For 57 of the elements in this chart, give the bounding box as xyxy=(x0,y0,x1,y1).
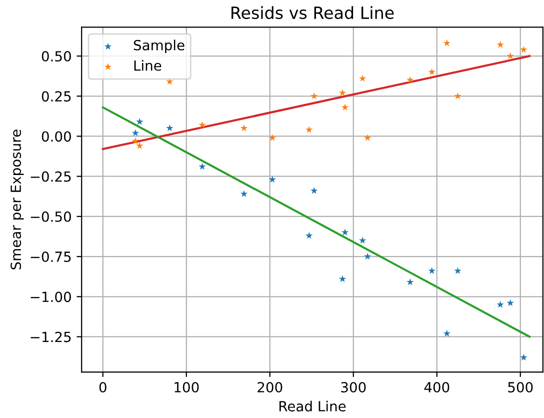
point xyxy=(496,41,504,48)
y-tick-label: −0.75 xyxy=(30,252,71,262)
point xyxy=(132,129,140,136)
point xyxy=(506,52,514,60)
point xyxy=(306,232,313,239)
y-axis-title: Smear per Exposure xyxy=(10,130,24,270)
point xyxy=(166,78,174,85)
point xyxy=(364,134,372,141)
point xyxy=(310,92,318,100)
point xyxy=(428,68,436,76)
x-axis-title: Read Line xyxy=(279,400,346,412)
point xyxy=(454,267,462,274)
point xyxy=(364,252,372,260)
legend-label: Line xyxy=(134,60,162,71)
y-tick-label: −0.50 xyxy=(30,211,71,222)
point xyxy=(268,176,276,183)
y-tick-label: −0.25 xyxy=(30,171,71,182)
x-tick-label: 300 xyxy=(341,382,366,392)
point xyxy=(520,354,528,361)
point xyxy=(240,190,248,198)
point xyxy=(506,299,514,306)
point xyxy=(454,92,462,100)
point xyxy=(198,121,206,128)
point xyxy=(132,137,140,144)
point xyxy=(198,162,206,170)
point xyxy=(136,142,144,149)
point xyxy=(520,46,528,53)
legend-label: Sample xyxy=(134,40,184,54)
point xyxy=(428,267,436,274)
x-tick-label: 400 xyxy=(424,382,450,392)
x-tick-label: 500 xyxy=(508,382,533,392)
point xyxy=(338,89,346,96)
point xyxy=(443,39,451,46)
point xyxy=(166,124,174,132)
x-tick-label: 0 xyxy=(99,382,106,392)
point xyxy=(496,300,504,308)
point xyxy=(358,74,366,82)
x-tick-label: 200 xyxy=(258,382,282,392)
point xyxy=(406,76,414,84)
point xyxy=(358,236,366,244)
point xyxy=(406,278,414,286)
point xyxy=(341,228,349,236)
point xyxy=(443,330,451,337)
chart-title: Resids vs Read Line xyxy=(232,6,394,20)
y-tick-label: −1.25 xyxy=(30,332,71,342)
x-tick-label: 100 xyxy=(174,382,199,392)
y-tick-label: 0.00 xyxy=(42,131,71,142)
point xyxy=(268,134,276,141)
point xyxy=(136,118,144,125)
y-tick-label: 0.50 xyxy=(42,51,71,62)
y-tick-label: −1.00 xyxy=(30,292,71,302)
point xyxy=(306,126,313,133)
point xyxy=(338,275,346,282)
point xyxy=(310,186,318,194)
point xyxy=(341,104,349,110)
point xyxy=(240,124,248,132)
y-tick-label: 0.25 xyxy=(42,91,71,102)
